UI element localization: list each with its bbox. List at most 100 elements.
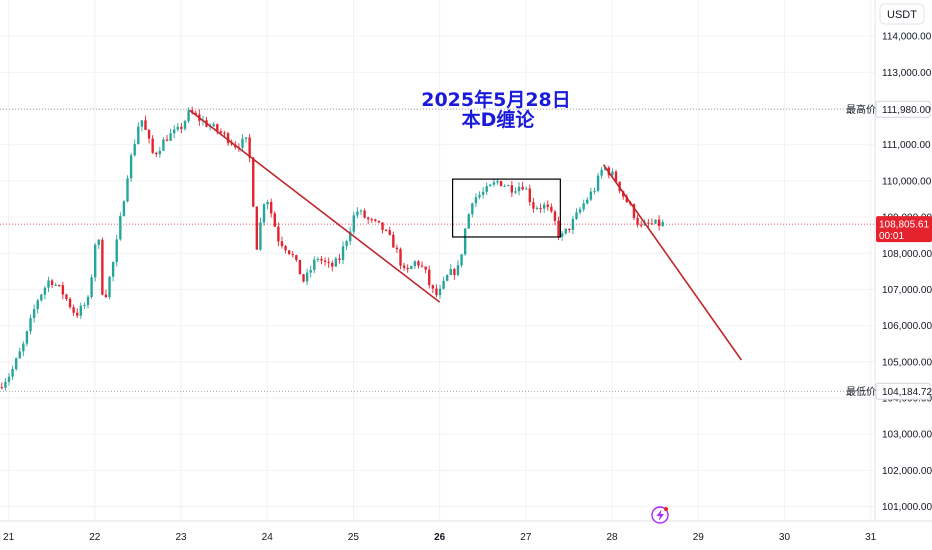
y-tick-label: 107,000.00 [882,285,932,296]
candle-body [639,224,643,226]
candle-body [550,206,553,212]
candle-body [564,228,567,234]
candle-body [180,126,183,129]
range-box[interactable] [451,178,561,238]
candle-body [546,204,549,207]
candle-body [539,207,542,209]
candle-body [320,258,323,261]
candle-body [568,228,571,230]
low-price-value: 104,184.72 [882,387,932,398]
candle-body [507,185,510,187]
candle-body [625,196,628,203]
candle-body [553,211,557,221]
candle-body [370,219,373,221]
lightning-icon[interactable] [651,506,669,524]
currency-button[interactable]: USDT [879,3,925,25]
candle-body [226,133,230,144]
candle-body [101,239,104,295]
candle-body [230,143,233,145]
trendline[interactable] [602,164,743,361]
candle-body [650,223,654,225]
candle-body [345,241,348,247]
candle-body [269,202,273,214]
candle-body [542,204,546,209]
candle-body [661,222,664,226]
price-scale[interactable]: 101,000.00102,000.00103,000.00104,000.00… [874,0,932,520]
candle-body [169,133,172,141]
chart-subtitle: 本D缠论 [462,108,536,131]
current-price-value: 108,805.61 [879,220,929,231]
candle-body [291,253,294,256]
candle-body [4,381,7,388]
candle-body [571,218,575,230]
candle-body [252,157,255,207]
candle-body [467,214,470,229]
candle-body [316,258,320,260]
candle-body [485,186,488,192]
y-tick-label: 110,000.00 [882,176,932,187]
candle-body [399,249,402,266]
candle-body [532,202,535,209]
candle-body [68,298,72,308]
candle-body [22,343,25,352]
candle-body [647,222,650,224]
candle-body [636,217,639,225]
candle-body [525,188,528,190]
candle-body [90,277,93,297]
candlestick-series [0,106,664,391]
x-tick-label: 31 [865,532,877,543]
x-tick-label: 27 [520,532,532,543]
candle-body [241,138,244,148]
low-price-label: 最低价 [846,385,876,398]
candle-body [255,206,259,250]
trendline[interactable] [189,109,441,303]
candle-body [453,269,456,275]
candle-body [284,246,287,251]
candle-body [514,191,517,193]
current-price-tag: 108,805.61 00:01 [876,216,932,243]
candle-body [420,265,424,267]
candle-body [183,121,187,129]
candle-body [223,132,226,134]
candle-body [273,213,276,227]
candle-body [359,210,363,212]
candle-body [0,387,3,389]
candle-body [402,265,406,268]
y-tick-label: 105,000.00 [882,357,932,368]
candle-body [654,219,657,224]
candle-body [280,241,284,247]
candle-body [410,266,413,270]
time-scale[interactable]: 21 22 23 24 25 26 27 28 29 30 31 [0,520,932,543]
candle-body [309,270,312,273]
x-tick-label: 25 [348,532,360,543]
candle-body [381,222,384,230]
candle-body [248,137,251,158]
candle-body [83,304,86,306]
candle-body [614,171,618,182]
x-tick-label: 24 [262,532,274,543]
candle-body [133,143,136,156]
x-tick-label: 29 [693,532,705,543]
candle-body [352,215,356,232]
candle-body [54,284,57,286]
candle-body [144,120,147,130]
y-tick-label: 113,000.00 [882,68,932,79]
candle-body [65,294,68,299]
candle-body [11,369,14,377]
candle-body [86,296,90,305]
consolidation-box [451,178,561,238]
candle-body [137,126,140,144]
y-tick-label: 114,000.00 [882,32,932,43]
candle-body [492,182,496,185]
candle-body [388,230,391,235]
candle-body [496,181,499,183]
candle-body [155,152,158,155]
candle-body [140,120,144,127]
candle-body [363,210,366,218]
candle-body [36,300,39,310]
candle-body [262,204,266,223]
candle-body [456,265,460,275]
y-tick-label: 108,000.00 [882,249,932,260]
candle-body [349,231,352,242]
